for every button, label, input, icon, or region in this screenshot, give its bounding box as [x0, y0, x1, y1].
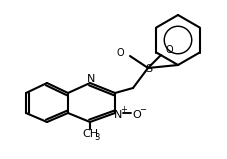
Text: O: O	[116, 48, 124, 58]
Text: S: S	[146, 64, 153, 74]
Text: O: O	[133, 110, 141, 120]
Text: +: +	[121, 106, 127, 114]
Text: CH: CH	[82, 129, 98, 139]
Text: N: N	[87, 74, 95, 84]
Text: N: N	[114, 110, 122, 120]
Text: O: O	[165, 45, 173, 55]
Text: −: −	[140, 106, 146, 114]
Text: 3: 3	[94, 132, 100, 142]
